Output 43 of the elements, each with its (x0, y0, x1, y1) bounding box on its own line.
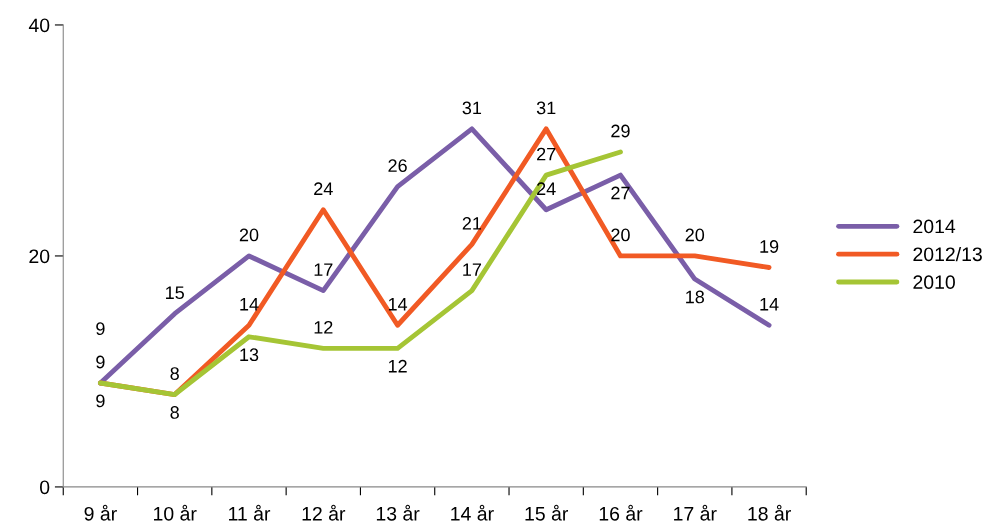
x-tick-label: 11 år (229, 504, 271, 521)
data-label: 15 (166, 286, 184, 300)
data-label: 21 (462, 217, 482, 230)
data-label: 14 (240, 298, 259, 311)
data-label: 17 (463, 263, 482, 276)
x-tick-label: 9 år (84, 504, 117, 521)
legend-label: 2012/13 (913, 246, 982, 262)
data-label: 26 (388, 159, 407, 173)
data-label: 20 (611, 228, 630, 242)
x-tick-label: 10 år (154, 504, 197, 521)
data-label: 8 (170, 367, 179, 380)
data-label: 17 (314, 263, 333, 276)
data-label: 13 (240, 348, 259, 362)
x-tick-label: 17 år (674, 504, 717, 521)
data-label: 12 (388, 359, 407, 373)
data-label: 12 (314, 320, 333, 334)
data-label: 31 (536, 101, 556, 115)
data-label: 14 (760, 298, 779, 311)
y-tick-label: 0 (40, 480, 50, 495)
x-tick-label: 12 år (302, 504, 346, 521)
y-tick-label: 40 (28, 18, 50, 33)
data-label: 27 (611, 186, 630, 200)
data-label: 9 (96, 322, 105, 336)
data-label: 31 (462, 101, 482, 115)
x-tick-label: 16 år (599, 504, 643, 521)
x-tick-label: 13 år (376, 504, 420, 521)
data-label: 19 (760, 240, 779, 253)
legend-label: 2014 (913, 219, 956, 234)
x-tick-label: 15 år (525, 504, 569, 521)
data-label: 8 (170, 406, 179, 419)
data-label: 14 (388, 298, 408, 311)
data-label: 9 (96, 355, 105, 369)
x-tick-label: 14 år (451, 504, 494, 521)
data-label: 29 (611, 124, 630, 138)
legend-label: 2010 (913, 275, 955, 290)
data-label: 20 (685, 228, 705, 242)
x-tick-label: 18 år (748, 504, 791, 521)
data-label: 20 (239, 228, 259, 242)
y-tick-label: 20 (29, 249, 50, 264)
data-label: 9 (96, 394, 105, 408)
data-label: 18 (686, 290, 705, 304)
data-label: 27 (537, 147, 556, 161)
data-label: 24 (314, 182, 333, 195)
